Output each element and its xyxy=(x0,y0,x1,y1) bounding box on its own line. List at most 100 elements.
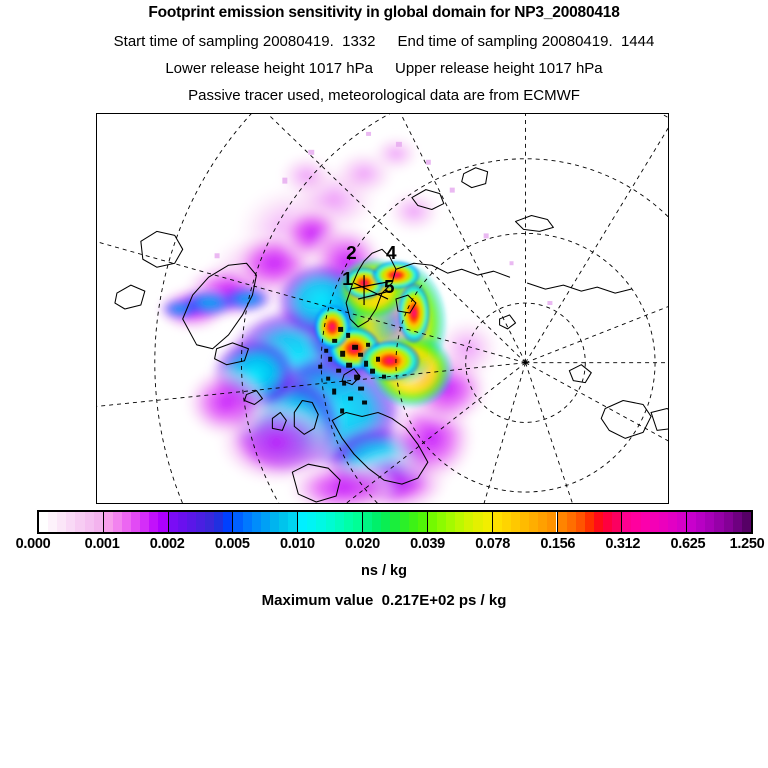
colorbar-band-0-3 xyxy=(66,512,76,532)
colorbar-band-8-1 xyxy=(566,512,576,532)
colorbar-band-7-2 xyxy=(510,512,521,532)
colorbar-tick-11: 1.250 xyxy=(729,536,765,552)
colorbar-band-8-4 xyxy=(593,512,604,532)
colorbar-band-9-3 xyxy=(649,512,659,532)
colorbar-band-7-1 xyxy=(501,512,511,532)
coastlines xyxy=(114,167,668,503)
maximum-value-label: Maximum value 0.217E+02 ps / kg xyxy=(261,592,507,609)
graticule xyxy=(97,114,668,503)
colorbar-tick-10: 0.625 xyxy=(670,536,706,552)
colorbar-band-10-3 xyxy=(714,512,724,532)
colorbar-band-4-1 xyxy=(307,512,317,532)
colorbar-segment-2 xyxy=(168,512,234,532)
colorbar-band-2-2 xyxy=(186,512,196,532)
colorbar-band-3-1 xyxy=(242,512,252,532)
colorbar-tick-4: 0.010 xyxy=(279,536,315,552)
colorbar-segment-9 xyxy=(622,512,688,532)
colorbar-band-1-0 xyxy=(103,512,113,532)
colorbar-segment-4 xyxy=(298,512,364,532)
colorbar-segment-1 xyxy=(103,512,169,532)
colorbar-tick-3: 0.005 xyxy=(214,536,250,552)
colorbar-segment-6 xyxy=(427,512,493,532)
colorbar-band-1-3 xyxy=(131,512,141,532)
colorbar-band-4-6 xyxy=(352,512,363,532)
colorbar-tick-9: 0.312 xyxy=(605,536,641,552)
colorbar-tick-7: 0.078 xyxy=(475,536,511,552)
colorbar-band-1-5 xyxy=(149,512,159,532)
colorbar-band-1-6 xyxy=(158,512,168,532)
units-label: ns / kg xyxy=(361,563,407,579)
colorbar-band-5-3 xyxy=(390,512,400,532)
colorbar-tick-8: 0.156 xyxy=(540,536,576,552)
colorbar-band-1-4 xyxy=(140,512,150,532)
colorbar-tick-labels: 0.000 0.001 0.002 0.005 0.010 0.020 0.039 0.078… xyxy=(0,536,768,556)
lower-release-height-label: Lower release height 1017 hPa xyxy=(165,60,373,77)
colorbar-band-2-1 xyxy=(177,512,187,532)
colorbar-band-6-1 xyxy=(436,512,447,532)
colorbar-band-10-1 xyxy=(696,512,706,532)
colorbar-band-5-0 xyxy=(363,512,373,532)
colorbar-band-10-5 xyxy=(732,512,742,532)
colorbar-band-1-1 xyxy=(112,512,123,532)
colorbar-band-4-5 xyxy=(343,512,353,532)
colorbar-band-9-1 xyxy=(631,512,641,532)
colorbar-band-7-0 xyxy=(492,512,502,532)
colorbar-band-6-6 xyxy=(482,512,492,532)
colorbar-band-3-0 xyxy=(233,512,243,532)
upper-release-height-label: Upper release height 1017 hPa xyxy=(395,60,603,77)
colorbar-band-4-4 xyxy=(334,512,344,532)
colorbar-band-7-4 xyxy=(529,512,539,532)
start-time-label: Start time of sampling 20080419. 1332 xyxy=(113,33,376,50)
colorbar-band-9-4 xyxy=(658,512,668,532)
colorbar-band-8-2 xyxy=(575,512,585,532)
end-time-label: End time of sampling 20080419. 1444 xyxy=(397,33,655,50)
map-plot-frame: 1 2 4 5 xyxy=(96,113,669,504)
colorbar-band-3-4 xyxy=(269,512,279,532)
colorbar-segment-10 xyxy=(687,512,751,532)
colorbar-band-8-6 xyxy=(612,512,622,532)
colorbar-band-3-3 xyxy=(260,512,270,532)
colorbar-band-5-2 xyxy=(381,512,391,532)
sampling-time-line: Start time of sampling 20080419. 1332 End… xyxy=(0,33,768,50)
colorbar-band-4-3 xyxy=(325,512,335,532)
colorbar-band-5-1 xyxy=(372,512,382,532)
colorbar-segment-3 xyxy=(233,512,299,532)
colorbar-band-0-5 xyxy=(84,512,94,532)
page-title: Footprint emission sensitivity in global… xyxy=(148,4,620,21)
colorbar-band-0-1 xyxy=(48,512,58,532)
colorbar-segment-8 xyxy=(557,512,623,532)
colorbar-band-9-2 xyxy=(640,512,650,532)
colorbar-band-3-5 xyxy=(278,512,289,532)
colorbar-tick-2: 0.002 xyxy=(149,536,185,552)
colorbar-band-4-2 xyxy=(316,512,326,532)
release-number-labels: 1 2 4 5 xyxy=(342,243,397,298)
colorbar xyxy=(37,510,753,534)
concentration-field xyxy=(154,131,553,503)
trace-speckle xyxy=(214,131,553,306)
release-height-line: Lower release height 1017 hPa Upper relea… xyxy=(0,60,768,77)
colorbar-band-9-5 xyxy=(667,512,677,532)
colorbar-band-2-6 xyxy=(223,512,233,532)
release-marker xyxy=(350,275,393,306)
colorbar-band-1-2 xyxy=(122,512,132,532)
colorbar-band-5-4 xyxy=(399,512,409,532)
colorbar-band-2-4 xyxy=(205,512,215,532)
tracer-note-label: Passive tracer used, meteorological data… xyxy=(188,87,580,104)
colorbar-band-4-0 xyxy=(298,512,308,532)
colorbar-band-0-2 xyxy=(57,512,67,532)
release-label-1: 1 xyxy=(342,269,353,290)
colorbar-band-10-0 xyxy=(687,512,697,532)
colorbar-band-8-5 xyxy=(603,512,613,532)
colorbar-band-2-0 xyxy=(168,512,178,532)
colorbar-band-5-6 xyxy=(417,512,427,532)
colorbar-band-8-3 xyxy=(584,512,594,532)
colorbar-band-3-2 xyxy=(251,512,261,532)
colorbar-band-6-5 xyxy=(473,512,483,532)
colorbar-segment-0 xyxy=(39,512,104,532)
release-label-4: 4 xyxy=(386,243,397,264)
source-speckle xyxy=(318,326,386,414)
colorbar-band-0-0 xyxy=(39,512,49,532)
colorbar-segment-5 xyxy=(363,512,428,532)
colorbar-band-8-0 xyxy=(557,512,567,532)
